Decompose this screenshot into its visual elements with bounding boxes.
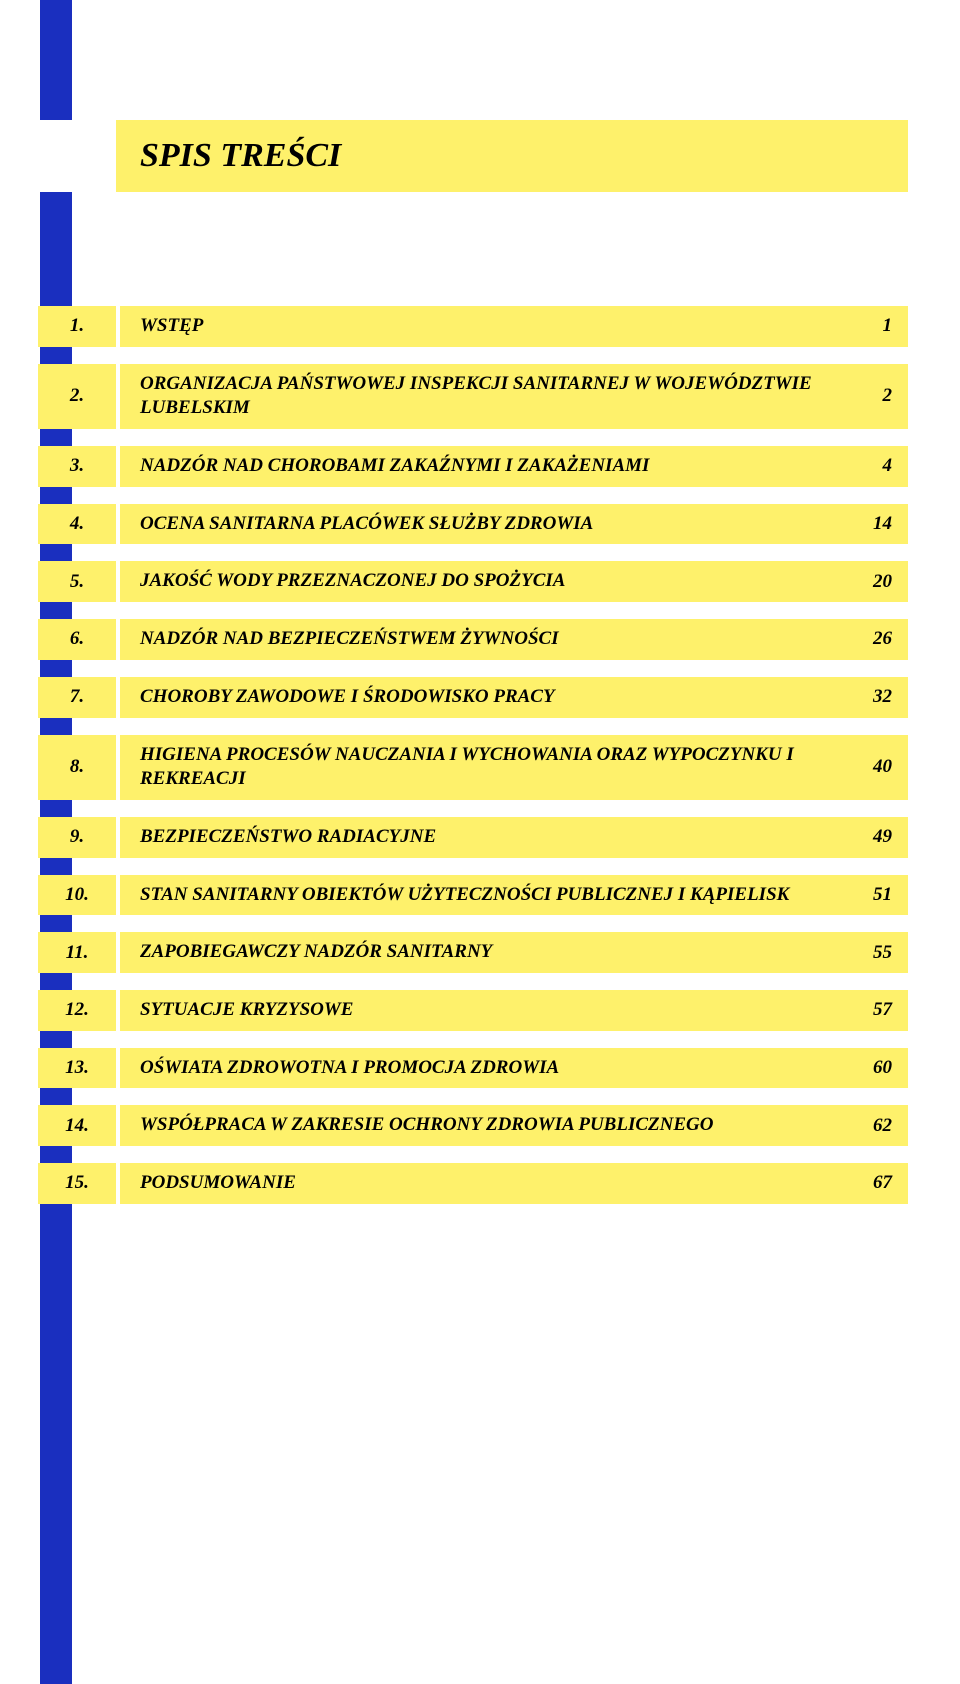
toc-row: 11. ZAPOBIEGAWCZY NADZÓR SANITARNY55: [38, 932, 908, 973]
toc-text-cell: NADZÓR NAD CHOROBAMI ZAKAŹNYMI I ZAKAŻEN…: [120, 446, 908, 487]
toc-number-cell: 14.: [38, 1105, 116, 1146]
toc-entry-title: JAKOŚĆ WODY PRZEZNACZONEJ DO SPOŻYCIA: [140, 569, 856, 594]
toc-text-cell: SYTUACJE KRYZYSOWE57: [120, 990, 908, 1031]
toc-entry-number: 8.: [70, 756, 84, 778]
toc-entry-page: 51: [856, 884, 892, 906]
toc-text-cell: WSTĘP1: [120, 306, 908, 347]
toc-entry-number: 14.: [65, 1115, 89, 1137]
toc-entry-title: NADZÓR NAD BEZPIECZEŃSTWEM ŻYWNOŚCI: [140, 627, 856, 652]
toc-entry-page: 1: [856, 315, 892, 337]
toc-entry-page: 60: [856, 1057, 892, 1079]
toc-row: 8. HIGIENA PROCESÓW NAUCZANIA I WYCHOWANI…: [38, 735, 908, 800]
toc-entry-title: OCENA SANITARNA PLACÓWEK SŁUŻBY ZDROWIA: [140, 512, 856, 537]
toc-entry-page: 62: [856, 1115, 892, 1137]
toc-row: 2. ORGANIZACJA PAŃSTWOWEJ INSPEKCJI SANIT…: [38, 364, 908, 429]
toc-entry-number: 10.: [65, 884, 89, 906]
toc-number-cell: 7.: [38, 677, 116, 718]
toc-entry-number: 9.: [70, 826, 84, 848]
toc-entry-page: 20: [856, 571, 892, 593]
toc-entry-title: SYTUACJE KRYZYSOWE: [140, 998, 856, 1023]
toc-entry-title: ZAPOBIEGAWCZY NADZÓR SANITARNY: [140, 940, 856, 965]
toc-entry-page: 49: [856, 826, 892, 848]
title-text-cell: SPIS TREŚCI: [116, 120, 908, 192]
toc-row: 3. NADZÓR NAD CHOROBAMI ZAKAŹNYMI I ZAKAŻ…: [38, 446, 908, 487]
toc-text-cell: PODSUMOWANIE67: [120, 1163, 908, 1204]
toc-number-cell: 5.: [38, 561, 116, 602]
toc-entry-title: NADZÓR NAD CHOROBAMI ZAKAŹNYMI I ZAKAŻEN…: [140, 454, 856, 479]
toc-text-cell: OŚWIATA ZDROWOTNA I PROMOCJA ZDROWIA60: [120, 1048, 908, 1089]
toc-text-cell: HIGIENA PROCESÓW NAUCZANIA I WYCHOWANIA …: [120, 735, 908, 800]
toc-title: SPIS TREŚCI: [140, 137, 341, 175]
toc-title-row: SPIS TREŚCI: [38, 120, 908, 192]
toc-number-cell: 15.: [38, 1163, 116, 1204]
toc-entry-number: 3.: [70, 455, 84, 477]
toc-entry-number: 13.: [65, 1057, 89, 1079]
toc-entry-page: 4: [856, 455, 892, 477]
toc-text-cell: WSPÓŁPRACA W ZAKRESIE OCHRONY ZDROWIA PU…: [120, 1105, 908, 1146]
toc-row: 13. OŚWIATA ZDROWOTNA I PROMOCJA ZDROWIA6…: [38, 1048, 908, 1089]
toc-entry-page: 26: [856, 628, 892, 650]
toc-entry-number: 6.: [70, 628, 84, 650]
toc-row: 14. WSPÓŁPRACA W ZAKRESIE OCHRONY ZDROWIA…: [38, 1105, 908, 1146]
toc-entry-page: 67: [856, 1172, 892, 1194]
toc-row: 5. JAKOŚĆ WODY PRZEZNACZONEJ DO SPOŻYCIA2…: [38, 561, 908, 602]
toc-number-cell: 2.: [38, 364, 116, 429]
toc-number-cell: 9.: [38, 817, 116, 858]
toc-row: 9. BEZPIECZEŃSTWO RADIACYJNE49: [38, 817, 908, 858]
toc-entry-page: 55: [856, 942, 892, 964]
toc-entry-number: 2.: [70, 385, 84, 407]
toc-number-cell: 3.: [38, 446, 116, 487]
toc-text-cell: JAKOŚĆ WODY PRZEZNACZONEJ DO SPOŻYCIA20: [120, 561, 908, 602]
toc-number-cell: 10.: [38, 875, 116, 916]
toc-text-cell: OCENA SANITARNA PLACÓWEK SŁUŻBY ZDROWIA1…: [120, 504, 908, 545]
toc-entry-number: 12.: [65, 999, 89, 1021]
toc-text-cell: ORGANIZACJA PAŃSTWOWEJ INSPEKCJI SANITAR…: [120, 364, 908, 429]
toc-number-cell: 6.: [38, 619, 116, 660]
toc-number-cell: 13.: [38, 1048, 116, 1089]
toc-entry-title: WSPÓŁPRACA W ZAKRESIE OCHRONY ZDROWIA PU…: [140, 1113, 856, 1138]
toc-entry-page: 57: [856, 999, 892, 1021]
toc-entry-title: ORGANIZACJA PAŃSTWOWEJ INSPEKCJI SANITAR…: [140, 372, 856, 421]
toc-entry-title: BEZPIECZEŃSTWO RADIACYJNE: [140, 825, 856, 850]
toc-entry-title: STAN SANITARNY OBIEKTÓW UŻYTECZNOŚCI PUB…: [140, 883, 856, 908]
toc-entry-page: 40: [856, 756, 892, 778]
toc-entry-title: OŚWIATA ZDROWOTNA I PROMOCJA ZDROWIA: [140, 1056, 856, 1081]
title-number-cell: [38, 120, 116, 192]
toc-row: 15. PODSUMOWANIE67: [38, 1163, 908, 1204]
toc-text-cell: ZAPOBIEGAWCZY NADZÓR SANITARNY55: [120, 932, 908, 973]
toc-entry-title: WSTĘP: [140, 314, 856, 339]
toc-list: 1.WSTĘP12.ORGANIZACJA PAŃSTWOWEJ INSPEKC…: [38, 306, 908, 1221]
toc-entry-title: CHOROBY ZAWODOWE I ŚRODOWISKO PRACY: [140, 685, 856, 710]
toc-text-cell: CHOROBY ZAWODOWE I ŚRODOWISKO PRACY32: [120, 677, 908, 718]
toc-number-cell: 12.: [38, 990, 116, 1031]
toc-text-cell: BEZPIECZEŃSTWO RADIACYJNE49: [120, 817, 908, 858]
toc-text-cell: NADZÓR NAD BEZPIECZEŃSTWEM ŻYWNOŚCI26: [120, 619, 908, 660]
toc-entry-number: 5.: [70, 571, 84, 593]
toc-row: 6. NADZÓR NAD BEZPIECZEŃSTWEM ŻYWNOŚCI26: [38, 619, 908, 660]
toc-entry-page: 32: [856, 686, 892, 708]
toc-entry-page: 2: [856, 385, 892, 407]
toc-row: 1. WSTĘP1: [38, 306, 908, 347]
toc-entry-number: 1.: [70, 315, 84, 337]
toc-number-cell: 8.: [38, 735, 116, 800]
toc-number-cell: 1.: [38, 306, 116, 347]
toc-number-cell: 4.: [38, 504, 116, 545]
toc-row: 12. SYTUACJE KRYZYSOWE57: [38, 990, 908, 1031]
toc-text-cell: STAN SANITARNY OBIEKTÓW UŻYTECZNOŚCI PUB…: [120, 875, 908, 916]
toc-entry-title: HIGIENA PROCESÓW NAUCZANIA I WYCHOWANIA …: [140, 743, 856, 792]
toc-row: 10. STAN SANITARNY OBIEKTÓW UŻYTECZNOŚCI …: [38, 875, 908, 916]
toc-entry-title: PODSUMOWANIE: [140, 1171, 856, 1196]
toc-entry-page: 14: [856, 513, 892, 535]
toc-entry-number: 7.: [70, 686, 84, 708]
toc-number-cell: 11.: [38, 932, 116, 973]
toc-entry-number: 4.: [70, 513, 84, 535]
toc-row: 7. CHOROBY ZAWODOWE I ŚRODOWISKO PRACY32: [38, 677, 908, 718]
toc-row: 4. OCENA SANITARNA PLACÓWEK SŁUŻBY ZDROWI…: [38, 504, 908, 545]
toc-entry-number: 11.: [66, 942, 89, 964]
toc-entry-number: 15.: [65, 1172, 89, 1194]
